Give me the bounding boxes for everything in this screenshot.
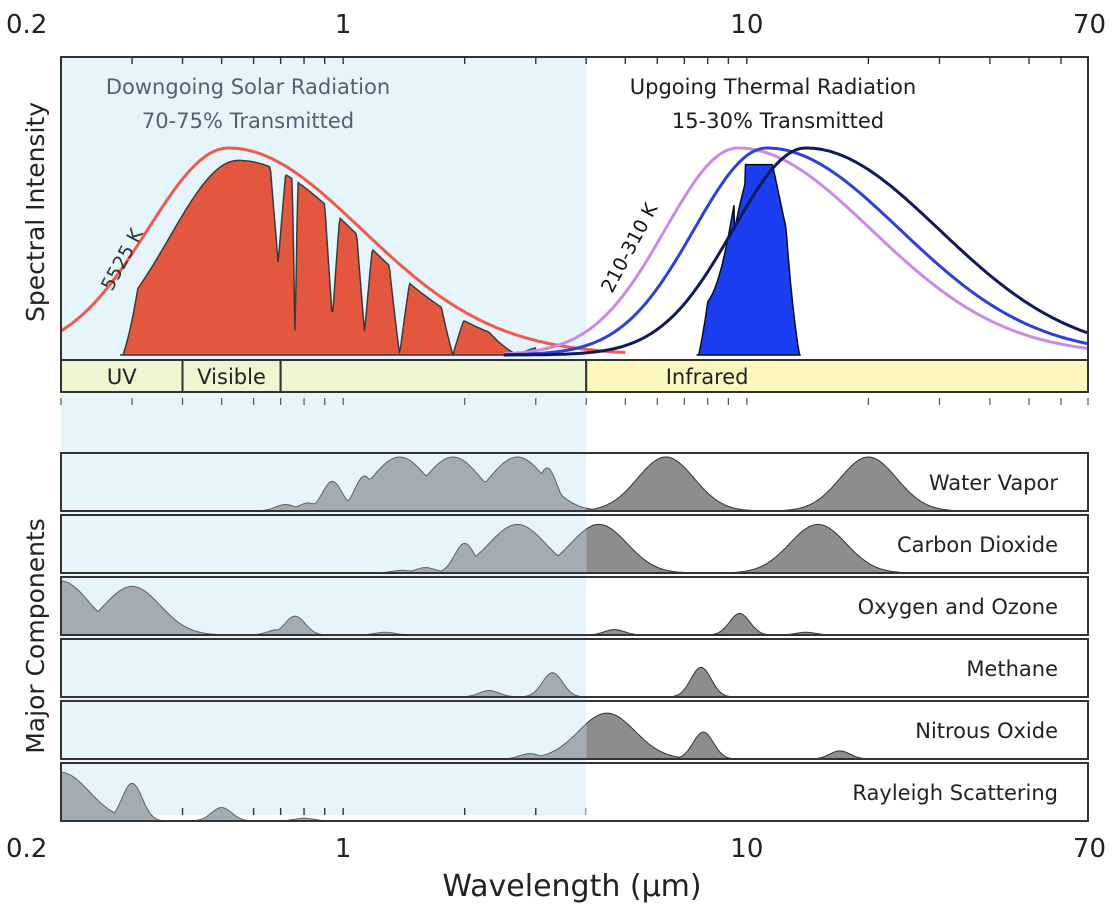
x-axis-label: Wavelength (μm)	[442, 869, 701, 904]
component-row-background	[586, 577, 1088, 635]
band-infrared	[585, 359, 1089, 393]
thermal-subtitle: 15-30% Transmitted	[672, 109, 884, 133]
thermal-blackbody-curve-310k	[503, 146, 1088, 357]
band-label: Infrared	[666, 365, 749, 389]
solar-shaded-region	[61, 57, 587, 815]
band-shortwave-ir	[279, 359, 588, 393]
component-row: Rayleigh Scattering	[60, 762, 1089, 822]
component-row-background	[586, 639, 1088, 697]
solar-transmitted-area	[119, 159, 542, 358]
bottom-x-tick-label: 10	[730, 834, 763, 864]
bottom-x-tick-label: 70	[1073, 834, 1106, 864]
component-row-frame	[60, 700, 1089, 760]
absorption-area-solar	[61, 723, 587, 759]
component-label: Water Vapor	[929, 471, 1059, 495]
y-axis-label-spectral: Spectral Intensity	[21, 102, 50, 322]
major-components-panel: Water Vapor Carbon Dioxide Oxygen and Ozon…	[60, 452, 1089, 822]
component-label: Methane	[966, 657, 1058, 681]
thermal-blackbody-curve-210k	[503, 146, 1088, 356]
component-row-background	[586, 701, 1088, 759]
top-x-tick-label: 70	[1073, 10, 1106, 40]
component-row: Oxygen and Ozone	[60, 576, 1089, 636]
solar-blackbody-curve	[61, 146, 626, 354]
absorption-area-solar	[61, 771, 587, 821]
absorption-area-solar	[61, 523, 587, 573]
component-row-frame	[60, 514, 1089, 574]
absorption-area-solar	[61, 456, 587, 511]
spectral-band-bar: UV Visible Infrared	[60, 359, 1089, 393]
solar-title: Downgoing Solar Radiation	[106, 75, 390, 99]
y-axis-label-components: Major Components	[21, 518, 50, 754]
thermal-blackbody-curve-260k	[503, 146, 1088, 357]
component-label: Rayleigh Scattering	[852, 781, 1058, 805]
component-row-frame	[60, 638, 1089, 698]
component-row: Water Vapor	[60, 452, 1089, 512]
top-x-tick-label: 10	[730, 10, 763, 40]
band-visible	[181, 359, 282, 393]
component-row: Carbon Dioxide	[60, 514, 1089, 574]
top-x-tick-label: 0.2	[6, 10, 47, 40]
bottom-x-tick-label: 0.2	[6, 834, 47, 864]
bottom-x-tick-label: 1	[335, 834, 352, 864]
component-row: Methane	[60, 638, 1089, 698]
absorption-area-thermal	[586, 712, 1088, 759]
component-label: Oxygen and Ozone	[858, 595, 1058, 619]
solar-subtitle: 70-75% Transmitted	[142, 109, 354, 133]
top-x-tick-label: 1	[335, 10, 352, 40]
thermal-transmitted-area	[696, 163, 801, 356]
absorption-area-thermal	[586, 666, 1088, 697]
band-label: UV	[107, 365, 137, 389]
absorption-area-thermal	[586, 456, 1088, 511]
component-label: Carbon Dioxide	[897, 533, 1058, 557]
component-row-frame	[60, 452, 1089, 512]
absorption-area-solar	[61, 672, 587, 697]
component-label: Nitrous Oxide	[915, 719, 1058, 743]
component-row-background	[586, 763, 1088, 821]
thermal-title: Upgoing Thermal Radiation	[630, 75, 916, 99]
component-row: Nitrous Oxide	[60, 700, 1089, 760]
band-label: Visible	[197, 365, 266, 389]
component-row-frame	[60, 576, 1089, 636]
component-row-frame	[60, 762, 1089, 822]
